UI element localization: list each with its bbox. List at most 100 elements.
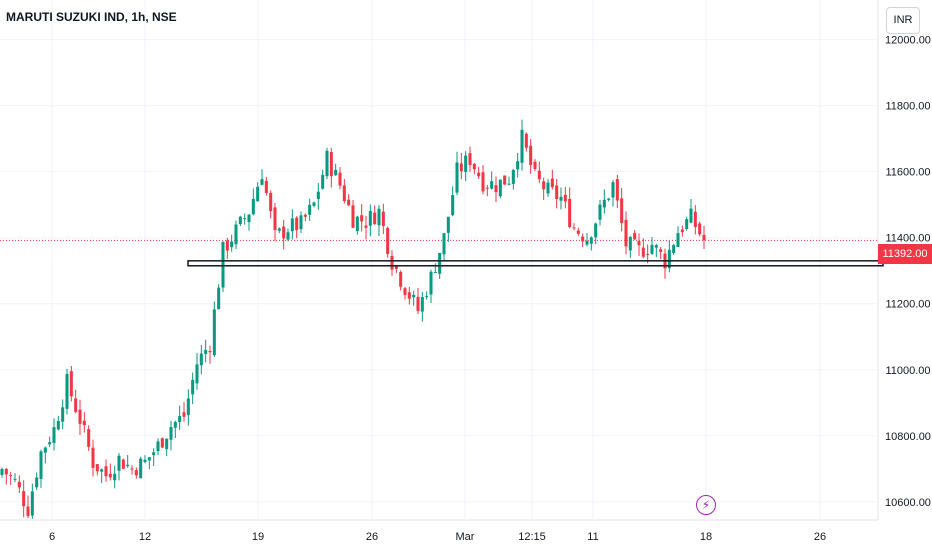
- candle-body: [615, 179, 619, 201]
- x-tick-label: 6: [49, 531, 55, 543]
- candle-body: [602, 199, 606, 208]
- candle-body: [594, 223, 598, 238]
- candle-body: [689, 208, 693, 223]
- candle-body: [82, 420, 86, 426]
- candle-body: [646, 253, 650, 255]
- candle-body: [641, 247, 645, 257]
- candle-body: [490, 181, 494, 189]
- candle-body: [234, 224, 238, 245]
- candle-body: [91, 447, 95, 468]
- candle-body: [347, 199, 351, 206]
- candle-body: [477, 172, 481, 177]
- candle-body: [35, 477, 39, 488]
- y-tick-label: 12000.00: [885, 35, 931, 47]
- candle-body: [169, 427, 173, 440]
- candle-body: [576, 230, 580, 234]
- candle-body: [121, 459, 125, 469]
- candle-body: [472, 163, 476, 170]
- candle-body: [238, 216, 242, 225]
- candle-body: [195, 364, 199, 384]
- candle-body: [511, 169, 515, 184]
- candle-body: [9, 475, 13, 477]
- x-tick-label: 26: [366, 531, 378, 543]
- x-tick-label: 11: [587, 531, 598, 543]
- candle-body: [295, 217, 299, 231]
- y-tick-label: 11000.00: [885, 365, 930, 377]
- candle-body: [152, 452, 156, 456]
- candle-body: [290, 218, 294, 232]
- candle-body: [260, 179, 264, 185]
- y-tick-label: 11200.00: [885, 299, 930, 311]
- candle-body: [425, 296, 429, 298]
- candle-body: [693, 211, 697, 227]
- candle-body: [225, 240, 229, 251]
- candle-body: [13, 478, 17, 480]
- candle-body: [269, 193, 273, 212]
- candle-body: [156, 441, 160, 452]
- candle-body: [26, 506, 30, 516]
- candle-body: [494, 185, 498, 193]
- candle-body: [56, 421, 60, 430]
- candle-body: [104, 466, 108, 477]
- candle-body: [251, 198, 255, 215]
- candle-body: [498, 179, 502, 197]
- candle-body: [702, 234, 706, 241]
- candle-body: [386, 228, 390, 254]
- candle-body: [533, 161, 537, 170]
- candle-body: [555, 185, 559, 199]
- candle-body: [186, 398, 190, 416]
- candle-body: [308, 204, 312, 215]
- currency-button[interactable]: INR: [886, 7, 920, 34]
- y-tick-label: 10600.00: [885, 497, 931, 509]
- candle-body: [134, 470, 138, 476]
- candle-body: [563, 194, 567, 202]
- x-tick-label: 12: [139, 531, 151, 543]
- candle-body: [230, 241, 234, 248]
- candle-body: [117, 455, 121, 471]
- candle-body: [247, 214, 251, 223]
- candle-body: [403, 288, 407, 295]
- candle-body: [399, 272, 403, 287]
- candle-body: [451, 195, 455, 216]
- candle-body: [485, 187, 489, 189]
- candle-body: [191, 379, 195, 395]
- candle-body: [329, 152, 333, 177]
- candle-body: [433, 271, 437, 273]
- candle-body: [598, 204, 602, 220]
- candle-body: [69, 371, 73, 397]
- candle-body: [325, 150, 329, 177]
- candle-body: [685, 219, 689, 230]
- candle-body: [355, 216, 359, 232]
- candle-body: [559, 196, 563, 201]
- support-line: [187, 260, 884, 267]
- candle-body: [407, 292, 411, 299]
- candle-body: [182, 412, 186, 417]
- candle-body: [516, 161, 520, 170]
- candle-body: [78, 409, 82, 424]
- candle-body: [108, 473, 112, 478]
- candle-body: [178, 416, 182, 423]
- candle-body: [264, 180, 268, 193]
- candle-body: [208, 351, 212, 353]
- candle-body: [351, 205, 355, 228]
- candle-body: [30, 491, 34, 516]
- candle-body: [143, 459, 147, 463]
- candle-body: [468, 153, 472, 166]
- candle-body: [160, 438, 164, 448]
- candle-body: [459, 163, 463, 172]
- candle-body: [43, 447, 47, 453]
- candle-body: [139, 458, 143, 479]
- lightning-icon[interactable]: ⚡: [696, 495, 716, 515]
- candle-body: [338, 172, 342, 186]
- candle-body: [204, 349, 208, 355]
- candle-body: [48, 442, 52, 445]
- candle-body: [173, 422, 177, 428]
- candle-body: [659, 249, 663, 252]
- candle-body: [620, 198, 624, 224]
- candle-body: [342, 185, 346, 201]
- candle-body: [377, 208, 381, 226]
- candle-body: [126, 464, 130, 467]
- candle-body: [568, 198, 572, 227]
- candle-body: [524, 133, 528, 148]
